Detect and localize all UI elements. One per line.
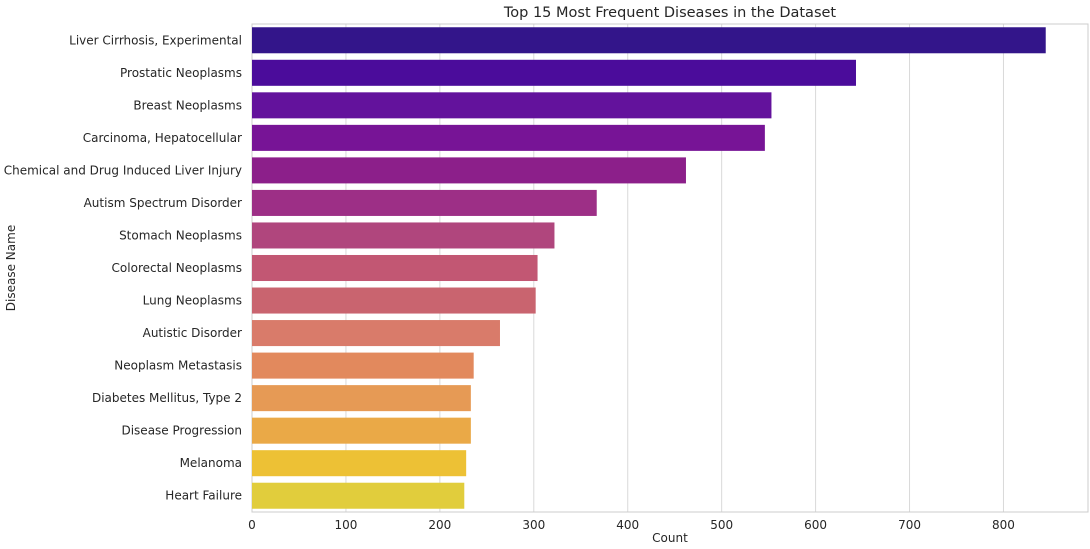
x-tick-label: 500 <box>710 518 733 532</box>
bar <box>252 157 686 184</box>
x-tick-label: 400 <box>616 518 639 532</box>
y-tick-label: Breast Neoplasms <box>133 98 242 112</box>
y-tick-label: Diabetes Mellitus, Type 2 <box>92 391 242 405</box>
y-tick-label: Lung Neoplasms <box>143 294 242 308</box>
x-tick-label: 600 <box>804 518 827 532</box>
x-tick-label: 200 <box>428 518 451 532</box>
y-tick-label: Prostatic Neoplasms <box>120 66 242 80</box>
y-tick-label: Disease Progression <box>121 424 242 438</box>
x-tick-label: 0 <box>248 518 256 532</box>
y-axis-label: Disease Name <box>4 225 18 311</box>
bar <box>252 124 765 151</box>
bar <box>252 450 467 477</box>
y-tick-label: Neoplasm Metastasis <box>114 359 242 373</box>
y-tick-label: Stomach Neoplasms <box>119 228 242 242</box>
x-tick-label: 300 <box>522 518 545 532</box>
x-tick-labels: 0 100 200 300 400 500 600 700 800 <box>248 518 1015 532</box>
bar <box>252 352 474 379</box>
y-tick-label: Chemical and Drug Induced Liver Injury <box>4 163 242 177</box>
y-tick-label: Liver Cirrhosis, Experimental <box>69 33 242 47</box>
bar <box>252 417 471 444</box>
y-tick-label: Autistic Disorder <box>143 326 242 340</box>
bar <box>252 59 856 86</box>
bar <box>252 222 555 249</box>
bar <box>252 385 471 412</box>
y-tick-label: Heart Failure <box>165 489 242 503</box>
bar <box>252 287 536 314</box>
y-tick-label: Melanoma <box>180 456 242 470</box>
x-tick-label: 700 <box>898 518 921 532</box>
chart-title: Top 15 Most Frequent Diseases in the Dat… <box>503 5 837 21</box>
y-tick-label: Carcinoma, Hepatocellular <box>83 131 242 145</box>
bar <box>252 27 1046 54</box>
bar <box>252 189 597 216</box>
bar <box>252 482 465 509</box>
y-tick-label: Autism Spectrum Disorder <box>84 196 242 210</box>
bar <box>252 92 772 119</box>
x-axis-label: Count <box>652 531 688 545</box>
bars <box>252 27 1046 509</box>
y-tick-label: Colorectal Neoplasms <box>112 261 242 275</box>
y-tick-labels: Liver Cirrhosis, Experimental Prostatic N… <box>4 33 242 502</box>
x-tick-label: 800 <box>992 518 1015 532</box>
bar <box>252 254 538 282</box>
x-tick-label: 100 <box>334 518 357 532</box>
bar <box>252 320 500 347</box>
